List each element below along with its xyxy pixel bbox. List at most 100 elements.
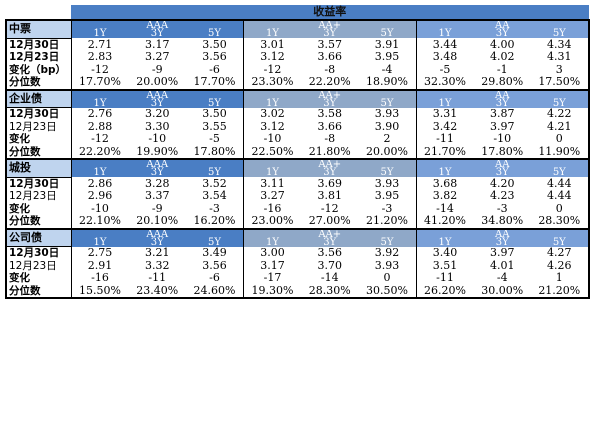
tenor-label: 5Y: [380, 236, 394, 247]
table-cell: -3: [381, 202, 393, 215]
table-cell: 3.50: [202, 38, 227, 51]
tenor-label: 3Y: [495, 167, 509, 178]
table-cell: 16.20%: [186, 215, 244, 230]
yield-table: 收益率 中票 1Y AAA 3Y 5Y 1Y AA+ 3Y 5Y 1Y AA 3Y 5Y 12…: [5, 5, 590, 299]
row-label: 变化: [5, 133, 71, 146]
table-cell: 23.40%: [128, 284, 186, 299]
table-cell: -10: [493, 133, 512, 146]
title-row: 收益率: [6, 5, 589, 20]
table-cell: 4.20: [490, 177, 515, 190]
table-cell: 3.95: [374, 190, 400, 203]
table-cell: -4: [496, 272, 508, 285]
table-cell: 15.50%: [70, 284, 129, 299]
row-label: 12月30日: [5, 107, 71, 121]
table-cell: 4.23: [490, 190, 515, 203]
tenor-header: AA+ 3Y: [301, 227, 359, 247]
table-cell: 3.00: [243, 246, 301, 260]
tenor-label: 1Y: [438, 97, 452, 108]
table-row: 变化（bp） -12 -9 -6 -12 -8 -4 -5 -1 3: [5, 63, 590, 76]
table-cell: -9: [151, 63, 163, 76]
tenor-label: 5Y: [380, 28, 394, 39]
table-cell: 30.00%: [473, 284, 531, 299]
tenor-label: 5Y: [552, 167, 566, 178]
table-cell: -16: [70, 272, 129, 285]
table-row: 分位数 15.50% 23.40% 24.60% 19.30% 28.30% 30.50% 2…: [5, 284, 590, 299]
row-label: 12月23日: [5, 190, 71, 203]
tenor-label: 3Y: [495, 97, 509, 108]
rating-group-label: AA: [495, 228, 510, 240]
table-row: 分位数 17.70% 20.00% 17.70% 23.30% 22.20% 18.90% 3…: [5, 76, 590, 91]
table-cell: 3.91: [374, 38, 400, 51]
section-name: 城投: [5, 158, 71, 178]
table-cell: -10: [148, 133, 167, 146]
row-label: 变化: [5, 272, 71, 285]
row-label: 12月30日: [5, 177, 71, 190]
tenor-header: 5Y: [186, 88, 244, 108]
table-cell: -4: [381, 63, 393, 76]
tenor-label: 3Y: [323, 236, 337, 247]
table-cell: 3.97: [490, 120, 515, 133]
table-cell: 3.11: [243, 177, 301, 190]
section-header-row: 城投 1Y AAA 3Y 5Y 1Y AA+ 3Y 5Y 1Y AA 3Y 5Y: [5, 158, 590, 178]
table-cell: 3.56: [317, 246, 343, 259]
tenor-header: 1Y: [243, 158, 301, 177]
table-cell: 17.80%: [186, 145, 244, 160]
tenor-label: 3Y: [150, 28, 164, 39]
rating-group-label: AA: [495, 89, 510, 101]
rating-group-label: AA: [495, 159, 510, 170]
table-cell: 3.68: [415, 177, 474, 190]
tenor-label: 1Y: [93, 167, 107, 178]
table-cell: -1: [496, 63, 508, 76]
table-cell: 21.80%: [301, 145, 359, 160]
table-cell: 17.70%: [70, 76, 129, 91]
table-row: 12月23日 2.83 3.27 3.56 3.12 3.66 3.95 3.48 4.02 4.…: [5, 51, 590, 64]
table-cell: 3.17: [145, 38, 170, 51]
tenor-header: 1Y: [70, 227, 129, 247]
tenor-header: 1Y: [415, 88, 474, 108]
tenor-header: AA+ 3Y: [301, 88, 359, 108]
table-cell: 22.50%: [243, 145, 301, 160]
tenor-header: 5Y: [186, 158, 244, 178]
table-cell: 29.80%: [473, 76, 531, 91]
table-cell: 4.02: [490, 51, 515, 64]
table-cell: 3.21: [145, 246, 170, 259]
table-cell: 22.20%: [301, 76, 359, 91]
tenor-label: 3Y: [323, 28, 337, 39]
table-cell: 4.44: [531, 190, 590, 203]
row-label: 变化: [5, 202, 71, 215]
table-cell: 2.83: [70, 51, 129, 64]
table-cell: 2.88: [70, 120, 129, 133]
table-cell: 18.90%: [358, 76, 416, 91]
table-cell: 3.93: [374, 177, 400, 190]
row-label: 12月30日: [5, 38, 71, 51]
section-name: 公司债: [5, 227, 71, 247]
section-header-row: 中票 1Y AAA 3Y 5Y 1Y AA+ 3Y 5Y 1Y AA 3Y 5Y: [5, 19, 590, 39]
table-cell: 3.90: [374, 120, 400, 133]
yield-table-container: 收益率 中票 1Y AAA 3Y 5Y 1Y AA+ 3Y 5Y 1Y AA 3Y 5Y 12…: [5, 5, 590, 299]
section-header-row: 公司债 1Y AAA 3Y 5Y 1Y AA+ 3Y 5Y 1Y AA 3Y 5Y: [5, 227, 590, 247]
tenor-label: 3Y: [323, 97, 337, 108]
tenor-header: AAA 3Y: [128, 158, 186, 177]
tenor-label: 5Y: [208, 167, 221, 178]
table-cell: -12: [70, 133, 129, 146]
table-cell: -12: [320, 202, 339, 215]
tenor-header: AA+ 3Y: [301, 158, 359, 177]
table-cell: 4.31: [531, 51, 590, 64]
table-cell: 3.37: [145, 190, 170, 203]
table-cell: 3.40: [415, 246, 474, 260]
tenor-header: AA 3Y: [473, 158, 531, 178]
tenor-header: AA 3Y: [473, 227, 531, 247]
row-label: 分位数: [5, 145, 71, 160]
table-cell: 3.32: [145, 259, 170, 272]
row-label: 分位数: [5, 76, 71, 91]
table-cell: 3.95: [374, 51, 400, 64]
table-cell: -11: [148, 272, 167, 285]
table-cell: 22.20%: [70, 145, 129, 160]
table-cell: -14: [320, 272, 339, 285]
table-cell: 3.51: [415, 259, 474, 272]
tenor-label: 5Y: [208, 236, 221, 247]
table-cell: 4.21: [531, 120, 590, 133]
section-name: 中票: [5, 19, 71, 39]
table-row: 12月30日 2.75 3.21 3.49 3.00 3.56 3.92 3.40 3.97 4.…: [5, 246, 590, 260]
table-cell: -6: [209, 63, 220, 76]
